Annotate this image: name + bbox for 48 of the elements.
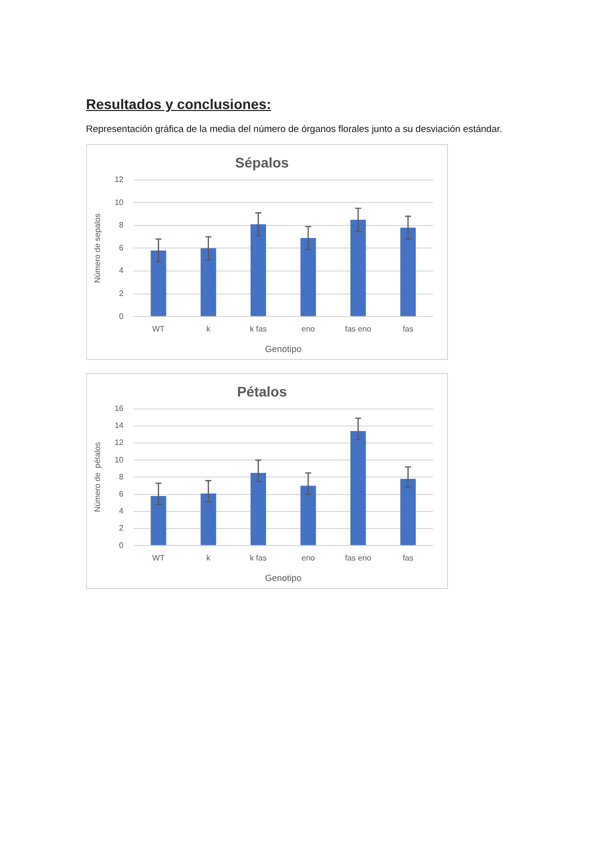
y-tick-label: 2: [119, 524, 124, 533]
y-axis-title: Número de pétalos: [93, 442, 102, 512]
bar: [300, 486, 316, 546]
x-axis-title: Genotipo: [264, 344, 302, 354]
y-tick-label: 0: [119, 540, 124, 550]
chart-title: Pétalos: [237, 383, 288, 400]
chart-title: Sépalos: [235, 154, 290, 170]
x-tick-label: WT: [152, 324, 165, 334]
y-tick-label: 10: [114, 198, 124, 207]
bar: [250, 472, 266, 546]
y-tick-label: 16: [114, 404, 124, 414]
y-tick-label: 6: [119, 490, 124, 499]
bar: [150, 496, 166, 546]
x-tick-label: k fas: [250, 324, 267, 334]
y-tick-label: 4: [119, 506, 124, 516]
bar: [200, 493, 216, 546]
x-tick-label: fas eno: [345, 324, 372, 334]
y-tick-label: 14: [114, 421, 124, 430]
y-axis-title: Número de sepalos: [93, 214, 102, 283]
bar: [150, 250, 166, 316]
y-tick-label: 0: [119, 312, 124, 321]
bar: [400, 228, 416, 316]
x-axis-title: Genotipo: [264, 573, 302, 584]
x-tick-label: fas: [402, 554, 414, 563]
y-tick-label: 2: [119, 289, 124, 298]
x-tick-label: eno: [302, 554, 316, 563]
x-tick-label: k fas: [250, 554, 267, 563]
text: Resultados y conclusiones:: [86, 96, 272, 112]
text: Representación gráfica de la media del número de órganos florales junto a su desviación estándar.: [86, 123, 504, 137]
y-tick-label: 8: [119, 472, 124, 482]
y-tick-label: 8: [119, 220, 124, 230]
x-tick-label: eno: [302, 324, 316, 334]
x-tick-label: fas eno: [345, 554, 372, 563]
bar: [200, 248, 216, 316]
y-tick-label: 10: [114, 455, 124, 464]
bar: [400, 478, 416, 546]
y-tick-label: 12: [114, 175, 124, 184]
bar: [350, 431, 366, 546]
x-tick-label: fas: [402, 324, 414, 334]
y-tick-label: 4: [119, 266, 124, 276]
x-tick-label: WT: [152, 554, 165, 563]
bar: [300, 238, 316, 316]
x-tick-label: k: [206, 324, 212, 334]
bar: [250, 224, 266, 316]
y-tick-label: 12: [114, 438, 124, 448]
y-tick-label: 6: [119, 243, 124, 252]
bar: [350, 220, 366, 316]
x-tick-label: k: [206, 554, 212, 563]
